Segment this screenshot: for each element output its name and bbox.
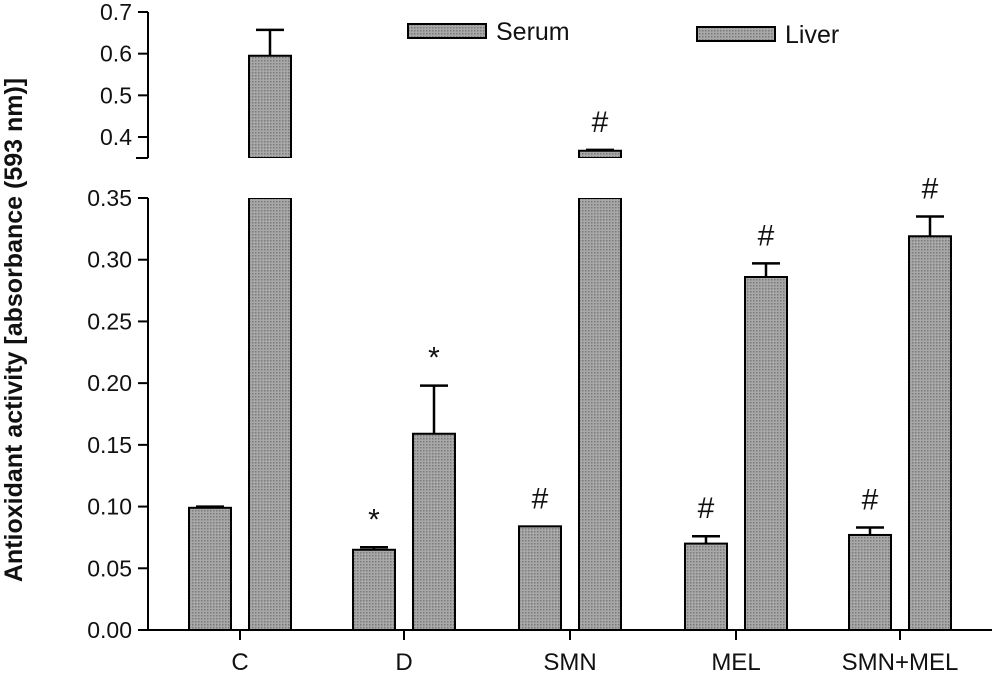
bar-serum (188, 506, 232, 632)
bar-serum (848, 533, 892, 632)
y-tick-label: 0.20 (87, 370, 132, 396)
legend-swatch-liver (696, 26, 776, 42)
y-tick-label: 0.05 (87, 555, 132, 581)
x-tick-label: C (231, 649, 248, 673)
y-tick-label: 0.25 (87, 308, 132, 334)
significance-mark: # (922, 173, 939, 206)
significance-mark: # (862, 484, 879, 517)
bar-liver (578, 197, 622, 631)
y-tick-label: 0.10 (87, 494, 132, 520)
y-tick-label: 0.35 (87, 185, 132, 211)
plot-area: 0.00 0.05 0.10 0.15 0.20 0.25 0.30 0.35 0.4 0.5 0.… (87, 0, 992, 673)
bar-liver (248, 197, 292, 631)
bar-serum (684, 542, 728, 631)
y-tick-label: 0.7 (100, 0, 132, 25)
bar-liver (412, 432, 456, 631)
legend-label-serum: Serum (496, 18, 570, 46)
bar-break-gap (247, 158, 293, 198)
bar-liver (744, 275, 788, 631)
significance-mark: * (368, 503, 380, 536)
y-tick-label: 0.4 (100, 124, 132, 150)
bar-liver-upper (578, 149, 622, 159)
legend-label-liver: Liver (785, 21, 839, 49)
significance-mark: # (758, 219, 775, 252)
y-axis-label: Antioxidant activity [absorbance (593 nm… (0, 78, 28, 582)
significance-mark: * (428, 342, 440, 375)
x-tick-label: MEL (711, 649, 760, 673)
x-tick-label: SMN+MEL (842, 649, 959, 673)
y-tick-label: 0.30 (87, 247, 132, 273)
y-tick-label: 0.5 (100, 82, 132, 108)
bar-liver-upper (248, 54, 292, 159)
x-tick-label: D (395, 649, 412, 673)
y-tick-label: 0.15 (87, 432, 132, 458)
x-tick-label: SMN (543, 649, 596, 673)
legend-swatch-serum (407, 23, 487, 39)
bar-liver (908, 235, 952, 632)
y-tick-label: 0.00 (87, 617, 132, 643)
significance-mark: # (592, 106, 609, 139)
significance-mark: # (532, 482, 549, 515)
bar-serum (518, 525, 562, 632)
bar-break-gap (577, 158, 623, 198)
significance-mark: # (698, 492, 715, 525)
y-tick-label: 0.6 (100, 41, 132, 67)
bar-serum (352, 548, 396, 631)
